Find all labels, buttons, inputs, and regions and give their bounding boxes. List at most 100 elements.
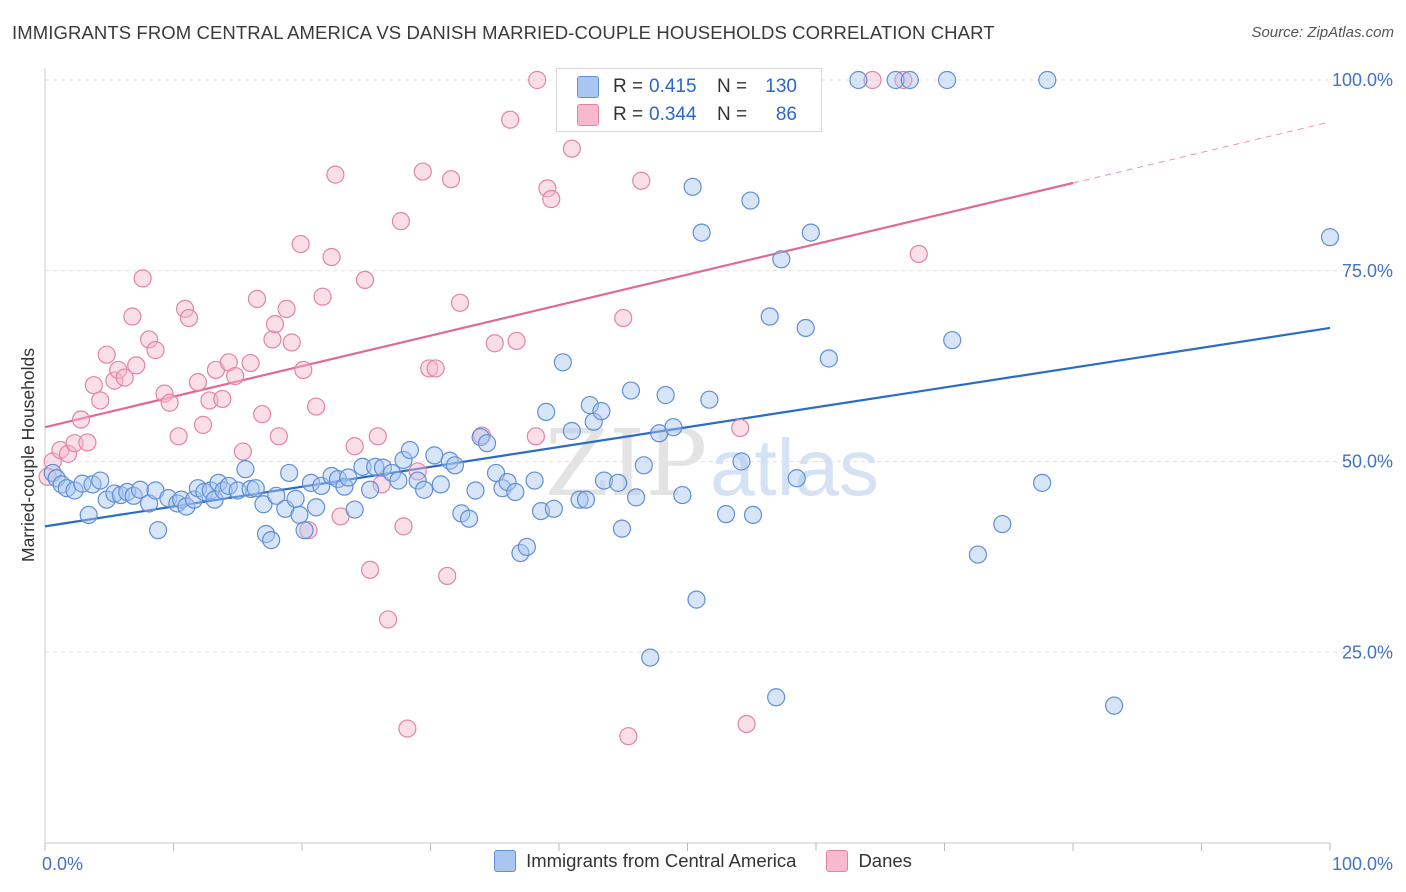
tick-labels: 25.0% 50.0% 75.0% 100.0% 0.0% 100.0% bbox=[42, 70, 1393, 874]
point-danes bbox=[345, 437, 364, 456]
point-danes bbox=[501, 110, 520, 129]
point-central-america bbox=[130, 480, 150, 499]
point-danes bbox=[526, 427, 545, 446]
point-central-america bbox=[570, 490, 589, 509]
point-danes bbox=[269, 427, 288, 446]
point-danes bbox=[438, 566, 457, 586]
point-danes bbox=[65, 434, 84, 453]
point-danes bbox=[139, 330, 159, 349]
point-central-america bbox=[445, 456, 465, 475]
point-central-america bbox=[394, 450, 413, 470]
point-central-america bbox=[498, 473, 517, 492]
point-danes bbox=[160, 393, 179, 412]
point-central-america bbox=[525, 471, 544, 490]
point-central-america bbox=[594, 471, 614, 490]
point-danes bbox=[241, 353, 260, 373]
point-central-america bbox=[517, 537, 536, 557]
watermark-atlas: atlas bbox=[710, 423, 879, 512]
point-danes bbox=[398, 719, 417, 738]
legend-item-danes[interactable]: Danes bbox=[826, 850, 912, 872]
point-central-america bbox=[408, 471, 427, 490]
point-central-america bbox=[656, 386, 675, 405]
point-danes bbox=[133, 269, 152, 288]
point-central-america bbox=[849, 70, 868, 90]
data-points bbox=[38, 70, 1340, 746]
point-central-america bbox=[692, 223, 711, 242]
point-danes bbox=[394, 517, 413, 536]
point-central-america bbox=[700, 390, 719, 409]
point-danes bbox=[265, 315, 285, 334]
y-axis-label: Married-couple Households bbox=[18, 348, 38, 562]
point-danes bbox=[408, 462, 427, 481]
point-central-america bbox=[621, 381, 641, 400]
r-label: R = bbox=[613, 104, 644, 125]
point-danes bbox=[146, 341, 165, 360]
point-central-america bbox=[389, 471, 408, 490]
point-central-america bbox=[241, 479, 260, 499]
point-central-america bbox=[425, 446, 444, 465]
point-danes bbox=[894, 70, 913, 90]
point-central-america bbox=[716, 505, 736, 524]
point-central-america bbox=[459, 509, 479, 528]
point-central-america bbox=[612, 519, 632, 538]
point-central-america bbox=[687, 590, 706, 609]
point-danes bbox=[109, 360, 128, 380]
point-central-america bbox=[290, 505, 309, 525]
point-central-america bbox=[267, 486, 286, 505]
point-central-america bbox=[562, 421, 581, 441]
source-credit: Source: ZipAtlas.com bbox=[1251, 24, 1394, 41]
point-central-america bbox=[592, 402, 611, 421]
x-tick-label: 100.0% bbox=[1332, 854, 1393, 874]
y-tick-label: 25.0% bbox=[1342, 642, 1393, 662]
y-tick-label: 100.0% bbox=[1332, 70, 1393, 90]
point-danes bbox=[632, 171, 651, 190]
point-danes bbox=[909, 244, 928, 264]
chart-title: IMMIGRANTS FROM CENTRAL AMERICA VS DANIS… bbox=[12, 22, 995, 43]
point-central-america bbox=[609, 473, 628, 492]
point-central-america bbox=[683, 177, 702, 196]
point-central-america bbox=[506, 482, 525, 502]
r-value: 0.344 bbox=[649, 104, 697, 125]
point-danes bbox=[737, 714, 756, 734]
point-central-america bbox=[1033, 473, 1052, 492]
point-danes bbox=[155, 384, 174, 403]
point-central-america bbox=[760, 307, 779, 326]
r-value: 0.415 bbox=[649, 76, 697, 97]
point-danes bbox=[426, 359, 445, 378]
point-danes bbox=[507, 331, 526, 351]
point-central-america bbox=[466, 481, 485, 500]
point-central-america bbox=[236, 460, 255, 479]
point-central-america bbox=[664, 418, 683, 437]
point-central-america bbox=[254, 495, 273, 514]
point-danes bbox=[307, 397, 326, 416]
point-danes bbox=[91, 391, 110, 410]
point-central-america bbox=[339, 468, 358, 487]
pink-swatch bbox=[577, 104, 599, 126]
point-central-america bbox=[626, 488, 646, 507]
point-danes bbox=[226, 366, 245, 386]
chart-legend: Immigrants from Central America Danes bbox=[0, 850, 1406, 872]
point-central-america bbox=[1105, 696, 1124, 715]
grid-lines bbox=[45, 79, 1392, 653]
point-central-america bbox=[400, 440, 420, 460]
point-danes bbox=[361, 560, 380, 579]
point-central-america bbox=[295, 521, 314, 540]
point-danes bbox=[378, 610, 398, 629]
point-danes bbox=[294, 360, 313, 380]
point-central-america bbox=[286, 489, 305, 508]
point-danes bbox=[213, 389, 232, 409]
point-danes bbox=[263, 330, 282, 349]
point-central-america bbox=[819, 349, 838, 368]
point-central-america bbox=[767, 688, 786, 707]
point-danes bbox=[97, 345, 116, 364]
point-central-america bbox=[673, 485, 692, 505]
point-danes bbox=[105, 371, 124, 390]
point-central-america bbox=[246, 479, 265, 498]
point-central-america bbox=[431, 475, 450, 494]
point-central-america bbox=[345, 500, 364, 519]
point-central-america bbox=[73, 474, 92, 493]
legend-label: Danes bbox=[858, 850, 912, 871]
point-danes bbox=[355, 270, 375, 290]
legend-item-central-america[interactable]: Immigrants from Central America bbox=[494, 850, 796, 872]
point-central-america bbox=[335, 477, 354, 496]
